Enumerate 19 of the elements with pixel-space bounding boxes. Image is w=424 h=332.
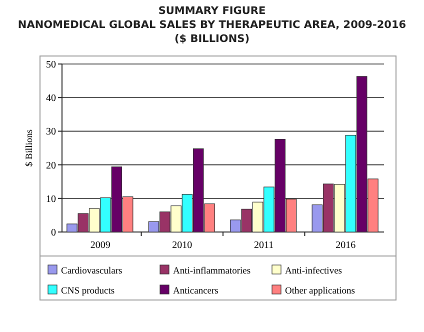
y-tick-label: 20 [46, 160, 56, 172]
legend-label: Cardiovasculars [61, 266, 123, 276]
chart-title: SUMMARY FIGURE [158, 5, 266, 17]
x-tick-label: 2011 [254, 240, 274, 251]
y-tick-label: 0 [51, 228, 56, 238]
y-axis-title: $ Billions [25, 129, 35, 167]
legend-label: Anticancers [173, 286, 219, 296]
y-tick-label: 30 [46, 126, 56, 138]
legend-label: Other applications [285, 286, 356, 296]
x-tick-label: 2016 [336, 240, 356, 251]
legend-label: CNS products [61, 286, 115, 296]
legend-label: Anti-inflammatories [173, 266, 251, 276]
y-tick-label: 10 [46, 194, 56, 205]
y-tick-label: 40 [46, 93, 56, 104]
x-tick-label: 2009 [90, 240, 110, 251]
legend-label: Anti-infectives [285, 266, 342, 276]
x-tick-label: 2010 [172, 240, 192, 251]
chart-subtitle: NANOMEDICAL GLOBAL SALES BY THERAPEUTIC AREA, 2009-2016 ($ BILLIONS) [18, 19, 406, 45]
y-tick-label: 50 [46, 60, 56, 70]
